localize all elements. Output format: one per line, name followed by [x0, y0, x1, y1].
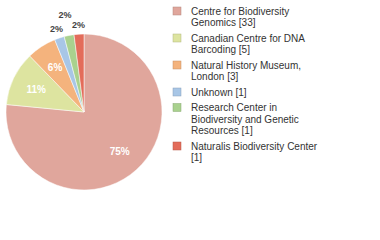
legend-swatch: [173, 142, 181, 150]
legend-label: Canadian Centre for DNABarcoding [5]: [191, 33, 305, 56]
legend-label: Naturalis Biodiversity Center[1]: [191, 141, 318, 164]
legend-label: Centre for BiodiversityGenomics [33]: [191, 6, 289, 29]
data-label: 6%: [48, 62, 63, 73]
legend-label: Unknown [1]: [191, 87, 247, 98]
legend-swatch: [173, 104, 181, 112]
legend-swatch: [173, 34, 181, 42]
legend-swatch: [173, 7, 181, 15]
data-label: 2%: [59, 10, 72, 20]
legend-swatch: [173, 61, 181, 69]
pie-slice: [64, 35, 84, 112]
chart: 75%11%6%2%2%2%Centre for BiodiversityGen…: [0, 0, 380, 240]
legend: Centre for BiodiversityGenomics [33] Cana…: [173, 6, 318, 164]
data-label: 2%: [72, 20, 85, 30]
data-label: 2%: [50, 24, 63, 34]
pie-slice: [74, 34, 84, 112]
data-labels: 75%11%6%2%2%2%: [26, 10, 129, 157]
pie-slice: [6, 34, 162, 190]
pie: [6, 34, 162, 190]
data-label: 11%: [26, 83, 46, 94]
legend-label: Research Center inBiodiversity and Genet…: [191, 102, 299, 136]
data-label: 75%: [110, 146, 130, 157]
legend-swatch: [173, 88, 181, 96]
legend-label: Natural History Museum,London [3]: [191, 60, 301, 83]
